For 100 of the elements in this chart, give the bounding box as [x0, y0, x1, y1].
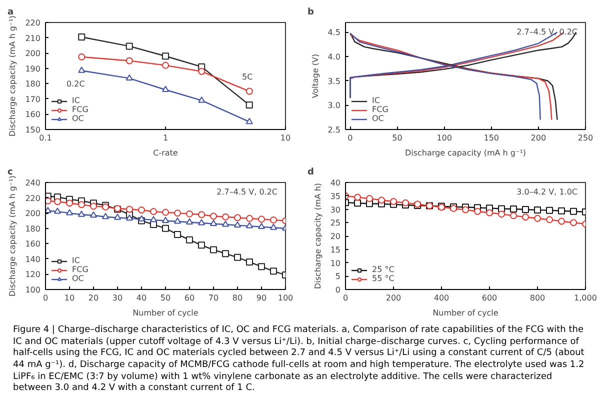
- y-tick-label: 140: [25, 254, 41, 264]
- y-tick-label: 30: [330, 205, 341, 214]
- y-tick-label: 5: [335, 272, 341, 282]
- point: [90, 202, 97, 210]
- point: [378, 196, 385, 204]
- y-tick-label: 220: [25, 194, 41, 203]
- legend-label: FCG: [372, 105, 390, 114]
- point: [354, 194, 361, 201]
- legend-label: FCG: [72, 265, 90, 274]
- point: [162, 86, 169, 92]
- y-tick-label: 2.5: [328, 126, 341, 134]
- point: [498, 210, 505, 218]
- point: [198, 219, 205, 226]
- x-tick-label: 100: [278, 294, 294, 302]
- point: [186, 218, 193, 224]
- legend-label: OC: [372, 114, 385, 123]
- point: [126, 214, 133, 221]
- legend-label: IC: [72, 96, 81, 105]
- point: [246, 88, 253, 95]
- annotation: 2.7–4.5 V, 0.2C: [516, 28, 578, 36]
- legend-label: IC: [72, 256, 81, 265]
- y-tick-label: 20: [330, 232, 341, 241]
- point: [498, 205, 505, 212]
- x-tick-label: 90: [256, 294, 267, 302]
- y-tick-label: 100: [25, 286, 41, 294]
- y-tick-label: 120: [25, 270, 41, 280]
- y-tick-label: 180: [25, 224, 41, 234]
- point: [510, 212, 517, 220]
- point: [210, 220, 217, 226]
- y-tick-label: 210: [25, 34, 41, 43]
- x-tick-label: 60: [184, 294, 195, 302]
- x-tick-label: 40: [136, 294, 147, 302]
- point: [258, 216, 265, 223]
- x-tick-label: 80: [232, 294, 243, 302]
- point: [522, 214, 529, 220]
- point: [102, 212, 109, 220]
- point: [90, 211, 97, 218]
- point: [534, 206, 541, 214]
- y-tick-label: 160: [25, 110, 41, 120]
- x-tick-label: 0.1: [39, 134, 52, 142]
- point: [78, 201, 85, 208]
- y-tick-label: 3.5: [328, 76, 341, 86]
- point: [546, 206, 553, 214]
- y-tick-label: 4.0: [328, 52, 341, 62]
- point: [258, 222, 265, 230]
- point: [138, 215, 145, 222]
- point: [162, 216, 169, 223]
- point: [54, 198, 61, 206]
- x-tick-label: 20: [88, 294, 99, 302]
- point: [150, 216, 157, 222]
- point: [66, 200, 73, 207]
- point: [150, 208, 157, 216]
- point: [510, 205, 517, 212]
- legend-label: 55 °C: [372, 274, 394, 283]
- x-tick-label: 600: [482, 294, 498, 302]
- point: [558, 207, 565, 214]
- point: [198, 211, 205, 218]
- chart-title: b: [308, 8, 314, 18]
- caption: Figure 4 | Charge–discharge characteristics of IC, OC and FCG materials. a, Comparison of rate capabilities of the FCG with the IC and OC materials (upper cutoff voltage of 4.3 V versus Li⁺/Li). b, Initial charge–discharge curves. c, Cycling performance of half-cells using the FCG, IC and OC materials cycled between 2.7 and 4.5 V versus Li⁺/Li using a constant current of C/5 (about 44 mA g⁻¹). d, Discharge capacity of MCMB/FCG cathode full-cells at room and high temperature. The electrolyte used was 1.2 LiPF₆ in EC/EMC (3:7 by volume) with 1 wt% vinylene carbonate as an electrolyte additive. The cells were characterized between 3.0 and 4.2 V with a constant current of 1 C.: [13, 325, 586, 395]
- point: [246, 222, 253, 228]
- point: [198, 242, 205, 249]
- y-tick-label: 160: [25, 240, 41, 249]
- x-tick-label: 150: [484, 134, 500, 142]
- point: [174, 230, 181, 238]
- legend-label: IC: [372, 96, 381, 105]
- x-tick-label: 100: [436, 134, 452, 142]
- point: [162, 208, 169, 216]
- point: [78, 53, 86, 60]
- point: [234, 214, 241, 222]
- point: [546, 216, 553, 224]
- point: [570, 208, 577, 215]
- point: [78, 66, 86, 73]
- x-axis-title: Discharge capacity (mA h g⁻¹): [404, 148, 526, 158]
- y-axis-title: Discharge capacity (mA h): [313, 182, 322, 290]
- x-tick-label: 200: [386, 294, 402, 302]
- x-axis-title: Number of cycle: [132, 308, 198, 318]
- x-tick-label: 1: [162, 134, 168, 142]
- point: [210, 212, 217, 220]
- y-tick-label: 190: [25, 64, 41, 74]
- point: [186, 210, 193, 218]
- point: [126, 206, 133, 213]
- point: [210, 246, 217, 254]
- point: [54, 208, 61, 214]
- point: [534, 214, 541, 222]
- x-tick-label: 70: [208, 294, 219, 302]
- x-axis-title: Number of cycle: [432, 308, 498, 318]
- x-tick-label: 800: [530, 294, 546, 302]
- point: [462, 206, 469, 214]
- point: [390, 198, 397, 205]
- point: [270, 216, 277, 224]
- legend-label: OC: [72, 114, 85, 123]
- annotation: 0.2C: [66, 80, 86, 89]
- y-tick-label: 35: [330, 192, 341, 201]
- y-axis-title: Voltage (V): [310, 54, 320, 98]
- x-tick-label: 10: [64, 294, 75, 302]
- y-tick-label: 220: [25, 18, 41, 28]
- point: [162, 52, 169, 60]
- y-tick-label: 3.0: [328, 101, 341, 110]
- y-tick-label: 40: [330, 178, 341, 188]
- point: [46, 197, 52, 204]
